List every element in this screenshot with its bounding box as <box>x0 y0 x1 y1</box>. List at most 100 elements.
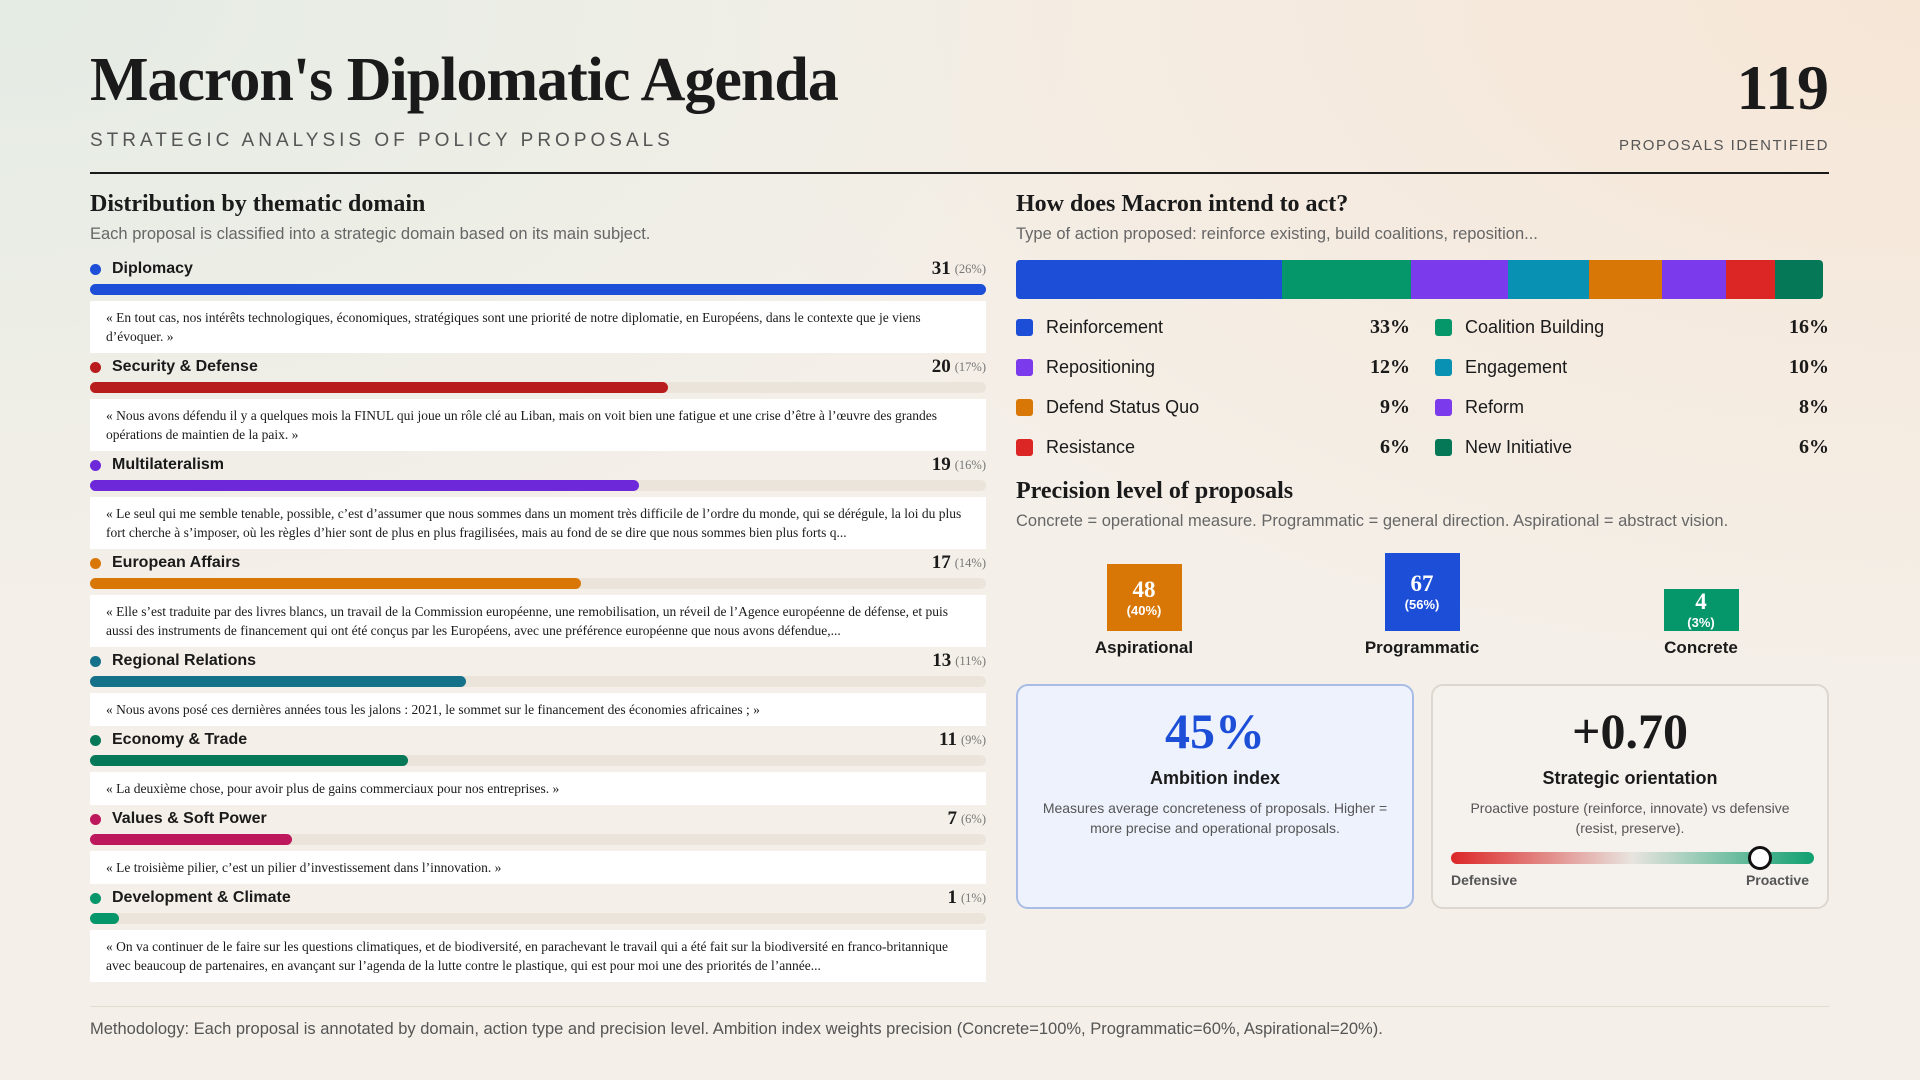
section-subtitle: Type of action proposed: reinforce exist… <box>1016 225 1538 243</box>
domain-share: (17%) <box>954 359 986 374</box>
domain-name: Multilateralism <box>112 456 225 473</box>
domain-header: Multilateralism 19 (16%) <box>90 454 986 476</box>
quote: « Le troisième pilier, c’est un pilier d… <box>90 851 986 884</box>
quote: « En tout cas, nos intérêts technologiqu… <box>90 301 986 353</box>
domain-dot <box>90 459 101 471</box>
quote: « Nous avons défendu il y a quelques moi… <box>90 399 986 451</box>
domain-header: Development & Climate 1 (1%) <box>90 887 986 909</box>
bar-segment <box>1016 260 1283 299</box>
bar-segment <box>1411 260 1509 299</box>
domain-dot <box>90 813 101 825</box>
kpi-card: +0.70 Strategic orientation Proactive po… <box>1431 684 1829 909</box>
domain-share: (9%) <box>961 732 986 747</box>
title: Macron's Diplomatic Agenda <box>90 46 839 114</box>
column-bar: 67 (56%) <box>1384 552 1460 631</box>
domain-share: (6%) <box>961 811 986 826</box>
bar-segment <box>1774 260 1823 299</box>
domain-share: (1%) <box>961 890 986 905</box>
domain-name: European Affairs <box>112 554 241 571</box>
legend-swatch <box>1435 318 1452 336</box>
legend-swatch <box>1435 398 1452 416</box>
bar-track <box>90 284 986 295</box>
precision-panel: Precision level of proposals Concrete = … <box>1016 477 1829 531</box>
domain-dot <box>90 892 101 904</box>
domain-count: 11 <box>939 729 957 750</box>
legend-label: Defend Status Quo <box>1046 396 1200 417</box>
column-bar: 48 (40%) <box>1106 563 1182 631</box>
domain-row: Regional Relations 13 (11%) « Nous avons po… <box>90 650 986 726</box>
domain-dot <box>90 655 101 667</box>
quote: « Le seul qui me semble tenable, possibl… <box>90 497 986 549</box>
footer: Methodology: Each proposal is annotated … <box>90 1020 1383 1038</box>
domain-share: (26%) <box>954 261 986 276</box>
domain-header: Diplomacy 31 (26%) <box>90 258 986 280</box>
quote: « La deuxième chose, pour avoir plus de … <box>90 772 986 805</box>
domain-share: (14%) <box>954 555 986 570</box>
bar-track <box>90 578 986 589</box>
bar <box>90 382 669 393</box>
legend-label: Resistance <box>1046 436 1136 457</box>
scale-max-label: Proactive <box>1745 872 1809 888</box>
column-label: Aspirational <box>1094 638 1194 657</box>
legend-value: 16% <box>1789 315 1829 338</box>
precision-columns: 48 (40%) Aspirational 67 (56%) Programmatic 4(… <box>1016 0 1829 657</box>
legend-label: Reinforcement <box>1046 316 1164 337</box>
legend-item: New Initiative 6% <box>1435 427 1829 467</box>
legend-swatch <box>1435 358 1452 376</box>
bar-track <box>90 480 986 491</box>
legend-label: Repositioning <box>1046 356 1156 377</box>
legend-swatch <box>1016 398 1033 416</box>
domain-count: 19 <box>931 454 951 475</box>
domain-dot <box>90 557 101 569</box>
domain-count: 13 <box>932 650 952 671</box>
legend: Reinforcement 33% Coalition Building 16% Rep… <box>1016 307 1829 467</box>
bar <box>90 834 293 845</box>
column-share: (56%) <box>1404 597 1440 613</box>
legend-value: 10% <box>1789 355 1829 378</box>
quote: « Elle s’est traduite par des livres bla… <box>90 595 986 647</box>
legend-value: 6% <box>1799 435 1829 458</box>
domain-row: Security & Defense 20 (17%) « Nous avons dé… <box>90 356 986 451</box>
domain-count: 1 <box>947 887 958 908</box>
bar-track <box>90 676 986 687</box>
domain-share: (16%) <box>954 457 986 472</box>
action-panel: How does Macron intend to act? Type of a… <box>1016 190 1829 490</box>
bar-segment <box>1588 260 1662 299</box>
column-share: (3%) <box>1687 615 1715 631</box>
bar-segment <box>1661 260 1727 299</box>
domain-list: Diplomacy 31 (26%) « En tout cas, nos intér… <box>90 258 986 982</box>
quote: « On va continuer de le faire sur les qu… <box>90 930 986 982</box>
bar <box>90 676 466 687</box>
section-subtitle: Concrete = operational measure. Programm… <box>1016 512 1729 530</box>
column-share: (40%) <box>1126 602 1162 618</box>
bar-segment <box>1726 260 1775 299</box>
total-label: PROPOSALS IDENTIFIED <box>1618 137 1829 154</box>
domain-count: 31 <box>931 258 951 279</box>
kpi-description: Measures average concreteness of proposa… <box>1042 800 1388 836</box>
domain-count: 20 <box>931 356 951 377</box>
quote: « Nous avons posé ces dernières années t… <box>90 693 986 726</box>
section-subtitle: Each proposal is classified into a strat… <box>90 225 651 243</box>
legend-swatch <box>1435 438 1452 456</box>
bar-track <box>90 913 986 924</box>
section-title: Precision level of proposals <box>1016 478 1294 504</box>
kpi-value: 45% <box>1165 703 1265 759</box>
bar-segment <box>1282 260 1412 299</box>
legend-label: Reform <box>1465 396 1525 417</box>
domain-header: European Affairs 17 (14%) <box>90 552 986 574</box>
legend-value: 8% <box>1799 395 1829 418</box>
bar-track <box>90 834 986 845</box>
column-label: Programmatic <box>1364 638 1480 657</box>
section-title: Distribution by thematic domain <box>90 191 426 217</box>
bar <box>90 578 582 589</box>
total: 119 <box>1736 52 1829 123</box>
legend-swatch <box>1016 438 1033 456</box>
legend-label: New Initiative <box>1465 436 1573 457</box>
kpi-value: +0.70 <box>1572 703 1688 759</box>
domain-name: Security & Defense <box>112 358 258 375</box>
legend-item: Resistance 6% <box>1016 427 1410 467</box>
domain-row: Values & Soft Power 7 (6%) « Le troisième p… <box>90 808 986 884</box>
legend-item: Reinforcement 33% <box>1016 307 1410 347</box>
domain-header: Values & Soft Power 7 (6%) <box>90 808 986 830</box>
